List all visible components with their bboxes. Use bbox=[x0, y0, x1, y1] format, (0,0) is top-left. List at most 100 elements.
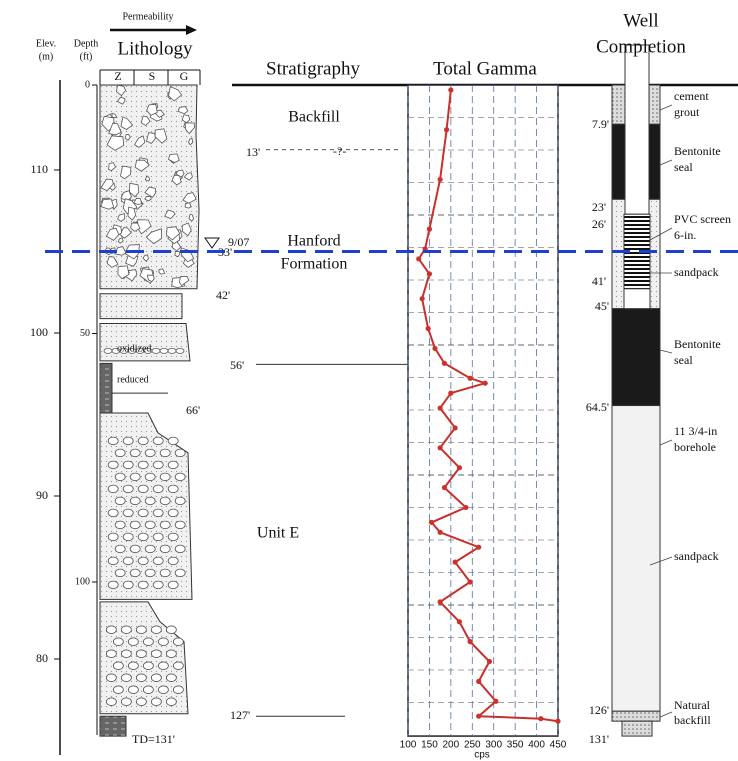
gravel-unit bbox=[100, 324, 190, 361]
gamma-point bbox=[493, 699, 498, 704]
gamma-point bbox=[453, 425, 458, 430]
well-label: 11 3/4-in bbox=[674, 424, 717, 438]
clast bbox=[136, 650, 146, 658]
gamma-point bbox=[463, 505, 468, 510]
clast bbox=[152, 348, 160, 353]
silt-unit bbox=[100, 716, 126, 736]
depth-tick-label: 100 bbox=[75, 576, 90, 587]
clast bbox=[145, 569, 155, 577]
well-depth: 7.9' bbox=[592, 117, 609, 131]
well-label: Bentonite bbox=[674, 144, 721, 158]
clast bbox=[158, 686, 168, 694]
sandpack bbox=[612, 406, 660, 712]
clast bbox=[113, 638, 123, 646]
lithology-label: reduced bbox=[117, 374, 149, 385]
leader-line bbox=[660, 105, 672, 110]
well-depth: 41' bbox=[592, 274, 606, 288]
gamma-tick-label: 300 bbox=[485, 740, 502, 751]
unit-name: Unit E bbox=[257, 525, 299, 542]
unit-name: Formation bbox=[281, 256, 348, 273]
stratigraphy-header: Stratigraphy bbox=[266, 58, 360, 79]
well-label: backfill bbox=[674, 713, 711, 727]
clast bbox=[175, 473, 185, 481]
clast bbox=[160, 348, 168, 353]
clast bbox=[160, 545, 170, 553]
gamma-point bbox=[468, 579, 473, 584]
gamma-tick-label: 400 bbox=[528, 740, 545, 751]
clast bbox=[128, 662, 138, 670]
clast bbox=[106, 698, 116, 706]
well-label: sandpack bbox=[674, 549, 719, 563]
clast bbox=[136, 674, 146, 682]
clast bbox=[168, 348, 176, 353]
gamma-point bbox=[427, 227, 432, 232]
gamma-point bbox=[416, 256, 421, 261]
clast bbox=[115, 521, 125, 529]
leader-line bbox=[660, 440, 672, 445]
bentonite-seal bbox=[612, 309, 660, 406]
clast bbox=[115, 497, 125, 505]
clast bbox=[153, 485, 163, 493]
elevation-tick-label: 80 bbox=[36, 651, 48, 665]
clast bbox=[145, 497, 155, 505]
elevation-tick-label: 110 bbox=[30, 162, 48, 176]
well-label: Natural bbox=[674, 698, 711, 712]
clast bbox=[168, 437, 178, 445]
clast bbox=[166, 698, 176, 706]
well-label: seal bbox=[674, 353, 693, 367]
clast bbox=[168, 485, 178, 493]
clast bbox=[173, 686, 183, 694]
clast bbox=[168, 557, 178, 565]
clast bbox=[130, 449, 140, 457]
well-header: Completion bbox=[596, 36, 686, 57]
uncertain-contact: -?- bbox=[333, 144, 346, 158]
well-label: 6-in. bbox=[674, 228, 696, 242]
natural-backfill bbox=[612, 711, 660, 721]
leader-line bbox=[660, 350, 672, 353]
well-depth: 26' bbox=[592, 217, 606, 231]
clast bbox=[175, 569, 185, 577]
clast bbox=[153, 581, 163, 589]
gamma-point bbox=[442, 361, 447, 366]
clast bbox=[160, 521, 170, 529]
natural-backfill bbox=[622, 721, 652, 736]
clast bbox=[130, 473, 140, 481]
water-level-symbol bbox=[205, 238, 219, 248]
clast bbox=[145, 521, 155, 529]
clast bbox=[166, 626, 176, 634]
clast bbox=[108, 509, 118, 517]
clast bbox=[130, 497, 140, 505]
lithology-header: Lithology bbox=[118, 38, 193, 59]
clast bbox=[121, 650, 131, 658]
well-label: PVC screen bbox=[674, 212, 731, 226]
well-label: cement bbox=[674, 89, 709, 103]
clast bbox=[108, 437, 118, 445]
clast bbox=[113, 686, 123, 694]
clast bbox=[138, 581, 148, 589]
clast bbox=[128, 638, 138, 646]
clast bbox=[153, 509, 163, 517]
arrow-head bbox=[186, 25, 197, 35]
clast bbox=[168, 461, 178, 469]
clast bbox=[143, 662, 153, 670]
clast bbox=[145, 545, 155, 553]
silt-unit bbox=[100, 363, 112, 413]
clast bbox=[175, 497, 185, 505]
clast bbox=[130, 569, 140, 577]
leader-line bbox=[660, 712, 672, 717]
clast bbox=[176, 348, 184, 353]
well-label: seal bbox=[674, 160, 693, 174]
clast bbox=[153, 437, 163, 445]
gamma-point bbox=[429, 520, 434, 525]
gamma-point bbox=[476, 545, 481, 550]
gamma-point bbox=[438, 405, 443, 410]
gamma-tick-label: 200 bbox=[443, 740, 460, 751]
clast bbox=[173, 638, 183, 646]
gamma-tick-label: 100 bbox=[400, 740, 417, 751]
clast bbox=[168, 581, 178, 589]
clast bbox=[153, 533, 163, 541]
well-label: sandpack bbox=[674, 265, 719, 279]
clast bbox=[143, 638, 153, 646]
clast bbox=[123, 557, 133, 565]
clast bbox=[138, 437, 148, 445]
